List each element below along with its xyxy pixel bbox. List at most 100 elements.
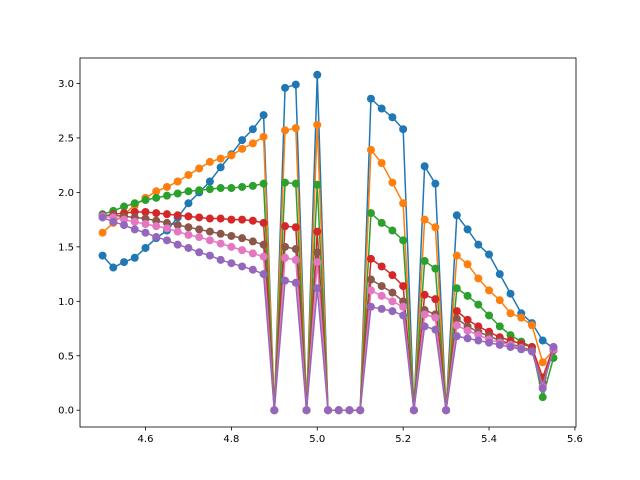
point bbox=[495, 270, 504, 279]
x-tick-label: 5.4 bbox=[481, 434, 497, 445]
y-tick-label: 2.5 bbox=[58, 133, 74, 144]
point bbox=[452, 251, 461, 260]
point bbox=[366, 209, 375, 218]
point bbox=[366, 286, 375, 295]
point bbox=[474, 336, 483, 345]
point bbox=[399, 236, 408, 245]
point bbox=[420, 322, 429, 331]
point bbox=[281, 276, 290, 285]
x-tick-label: 4.6 bbox=[138, 434, 154, 445]
point bbox=[216, 214, 225, 223]
point bbox=[120, 202, 129, 211]
point bbox=[184, 170, 193, 179]
point bbox=[248, 237, 257, 246]
point bbox=[130, 225, 139, 234]
point bbox=[431, 264, 440, 273]
point bbox=[485, 311, 494, 320]
x-tick-label: 5.2 bbox=[395, 434, 411, 445]
point bbox=[474, 300, 483, 309]
point bbox=[366, 94, 375, 103]
point bbox=[452, 211, 461, 220]
plot-area bbox=[98, 70, 558, 415]
point bbox=[291, 278, 300, 287]
point bbox=[141, 243, 150, 252]
point bbox=[248, 216, 257, 225]
point bbox=[495, 296, 504, 305]
point bbox=[324, 406, 332, 415]
point bbox=[313, 180, 322, 189]
point bbox=[130, 217, 139, 226]
point bbox=[517, 313, 526, 322]
point bbox=[366, 254, 375, 263]
y-tick-label: 0.0 bbox=[58, 406, 74, 417]
point bbox=[238, 215, 247, 224]
point bbox=[152, 193, 161, 202]
point bbox=[109, 263, 118, 272]
point bbox=[184, 199, 193, 208]
point bbox=[452, 314, 461, 323]
point bbox=[506, 309, 515, 318]
point bbox=[216, 239, 225, 248]
point bbox=[388, 271, 397, 280]
point bbox=[238, 136, 247, 145]
point bbox=[431, 179, 440, 188]
point bbox=[120, 258, 129, 267]
point bbox=[184, 212, 193, 221]
point bbox=[152, 187, 161, 196]
point bbox=[270, 406, 279, 415]
point bbox=[184, 243, 193, 252]
point bbox=[313, 248, 322, 257]
point bbox=[98, 228, 107, 237]
point bbox=[173, 240, 182, 249]
point bbox=[238, 246, 247, 255]
point bbox=[334, 406, 343, 415]
point bbox=[420, 162, 429, 171]
point bbox=[388, 178, 397, 187]
point bbox=[463, 225, 472, 234]
point bbox=[184, 230, 193, 239]
x-tick-label: 4.8 bbox=[223, 434, 239, 445]
point bbox=[474, 240, 483, 249]
point bbox=[259, 179, 268, 188]
point bbox=[420, 215, 429, 224]
point bbox=[184, 187, 193, 196]
point bbox=[388, 297, 397, 306]
point bbox=[173, 189, 182, 198]
point bbox=[281, 242, 290, 251]
point bbox=[452, 321, 461, 330]
point bbox=[431, 325, 440, 334]
point bbox=[377, 218, 386, 227]
point bbox=[162, 191, 171, 200]
point bbox=[463, 291, 472, 300]
point bbox=[173, 227, 182, 236]
point bbox=[238, 144, 247, 153]
point bbox=[195, 164, 204, 173]
point bbox=[120, 221, 129, 230]
point bbox=[452, 307, 461, 316]
point bbox=[538, 358, 547, 367]
y-tick-label: 0.5 bbox=[58, 351, 74, 362]
point bbox=[366, 145, 375, 154]
point bbox=[420, 310, 429, 319]
point bbox=[152, 233, 161, 242]
point bbox=[205, 157, 214, 166]
point bbox=[248, 181, 257, 190]
point bbox=[281, 253, 290, 262]
y-tick-label: 2.0 bbox=[58, 188, 74, 199]
x-tick-label: 5.0 bbox=[309, 434, 325, 445]
point bbox=[259, 270, 268, 279]
point bbox=[291, 179, 300, 188]
point bbox=[420, 257, 429, 266]
point bbox=[195, 213, 204, 222]
point bbox=[377, 262, 386, 271]
point bbox=[109, 217, 118, 226]
point bbox=[377, 104, 386, 113]
point bbox=[463, 260, 472, 269]
point bbox=[205, 177, 214, 186]
point bbox=[259, 240, 268, 249]
point bbox=[152, 209, 161, 218]
point bbox=[377, 282, 386, 291]
point bbox=[248, 249, 257, 258]
point bbox=[538, 336, 547, 345]
